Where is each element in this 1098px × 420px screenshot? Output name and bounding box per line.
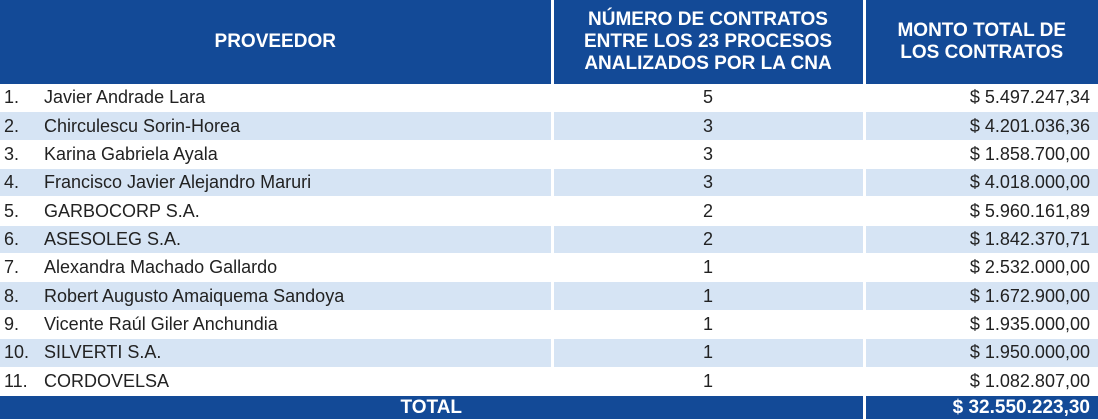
table-row: 3. Karina Gabriela Ayala 3 $ 1.858.700,00: [0, 140, 1098, 170]
row-number: 8.: [4, 285, 20, 306]
row-number: 3.: [4, 143, 20, 164]
contracts-count: 1: [552, 367, 866, 397]
provider-name: SILVERTI S.A.: [44, 342, 162, 363]
provider-name: Alexandra Machado Gallardo: [44, 257, 278, 278]
contracts-count: 1: [552, 310, 866, 340]
provider-cell: 9. Vicente Raúl Giler Anchundia: [0, 310, 554, 340]
provider-name: Vicente Raúl Giler Anchundia: [44, 314, 278, 335]
provider-cell: 5. GARBOCORP S.A.: [0, 196, 554, 226]
contracts-count: 3: [552, 140, 866, 170]
table-row: 6. ASESOLEG S.A. 2 $ 1.842.370,71: [0, 225, 1098, 255]
table-row: 7. Alexandra Machado Gallardo 1 $ 2.532.000…: [0, 253, 1098, 283]
contracts-count: 1: [552, 338, 866, 368]
provider-name: ASESOLEG S.A.: [44, 228, 182, 249]
contract-amount: $ 5.497.247,34: [864, 84, 1098, 113]
provider-cell: 2. Chirculescu Sorin-Horea: [0, 111, 554, 141]
header-provider: PROVEEDOR: [0, 0, 554, 84]
header-amount: MONTO TOTAL DE LOS CONTRATOS: [864, 0, 1098, 84]
contract-amount: $ 1.858.700,00: [864, 140, 1098, 170]
provider-cell: 10. SILVERTI S.A.: [0, 338, 554, 368]
contract-amount: $ 4.201.036,36: [864, 111, 1098, 141]
contract-amount: $ 1.935.000,00: [864, 310, 1098, 340]
row-number: 5.: [4, 200, 20, 221]
contract-amount: $ 2.532.000,00: [864, 253, 1098, 283]
table-row: 11. CORDOVELSA 1 $ 1.082.807,00: [0, 367, 1098, 397]
table-row: 4. Francisco Javier Alejandro Maruri 3 $ 4.…: [0, 168, 1098, 198]
total-amount: $ 32.550.223,30: [864, 395, 1098, 420]
provider-name: Robert Augusto Amaiquema Sandoya: [44, 285, 345, 306]
row-number: 9.: [4, 314, 20, 335]
contract-amount: $ 5.960.161,89: [864, 196, 1098, 226]
provider-name: Karina Gabriela Ayala: [44, 143, 218, 164]
provider-cell: 1. Javier Andrade Lara: [0, 84, 554, 113]
total-label: TOTAL: [0, 395, 866, 420]
provider-name: Javier Andrade Lara: [44, 87, 206, 108]
contracts-count: 1: [552, 253, 866, 283]
contracts-count: 1: [552, 281, 866, 311]
provider-cell: 7. Alexandra Machado Gallardo: [0, 253, 554, 283]
provider-cell: 4. Francisco Javier Alejandro Maruri: [0, 168, 554, 198]
contracts-count: 3: [552, 111, 866, 141]
total-row: TOTAL $ 32.550.223,30: [0, 395, 1098, 420]
contracts-count: 5: [552, 84, 866, 113]
provider-cell: 8. Robert Augusto Amaiquema Sandoya: [0, 281, 554, 311]
provider-name: GARBOCORP S.A.: [44, 200, 200, 221]
contract-amount: $ 1.950.000,00: [864, 338, 1098, 368]
provider-cell: 6. ASESOLEG S.A.: [0, 225, 554, 255]
contract-amount: $ 1.082.807,00: [864, 367, 1098, 397]
table-row: 9. Vicente Raúl Giler Anchundia 1 $ 1.935.0…: [0, 310, 1098, 340]
row-number: 11.: [4, 370, 28, 391]
table-row: 5. GARBOCORP S.A. 2 $ 5.960.161,89: [0, 196, 1098, 226]
table-row: 2. Chirculescu Sorin-Horea 3 $ 4.201.036,36: [0, 111, 1098, 141]
table-row: 10. SILVERTI S.A. 1 $ 1.950.000,00: [0, 338, 1098, 368]
table-row: 1. Javier Andrade Lara 5 $ 5.497.247,34: [0, 84, 1098, 113]
row-number: 2.: [4, 115, 20, 136]
contract-amount: $ 1.672.900,00: [864, 281, 1098, 311]
row-number: 1.: [4, 87, 20, 108]
table-row: 8. Robert Augusto Amaiquema Sandoya 1 $ 1.6…: [0, 281, 1098, 311]
provider-name: Francisco Javier Alejandro Maruri: [44, 172, 312, 193]
row-number: 6.: [4, 228, 20, 249]
provider-cell: 3. Karina Gabriela Ayala: [0, 140, 554, 170]
row-number: 4.: [4, 172, 20, 193]
row-number: 10.: [4, 342, 30, 363]
contracts-count: 2: [552, 196, 866, 226]
header-contracts: NÚMERO DE CONTRATOS ENTRE LOS 23 PROCESO…: [552, 0, 866, 84]
contracts-count: 2: [552, 225, 866, 255]
provider-cell: 11. CORDOVELSA: [0, 367, 554, 397]
provider-name: CORDOVELSA: [44, 370, 170, 391]
provider-name: Chirculescu Sorin-Horea: [44, 115, 241, 136]
contracts-count: 3: [552, 168, 866, 198]
header-row: PROVEEDOR NÚMERO DE CONTRATOS ENTRE LOS …: [0, 0, 1098, 84]
contract-amount: $ 4.018.000,00: [864, 168, 1098, 198]
contract-amount: $ 1.842.370,71: [864, 225, 1098, 255]
row-number: 7.: [4, 257, 20, 278]
